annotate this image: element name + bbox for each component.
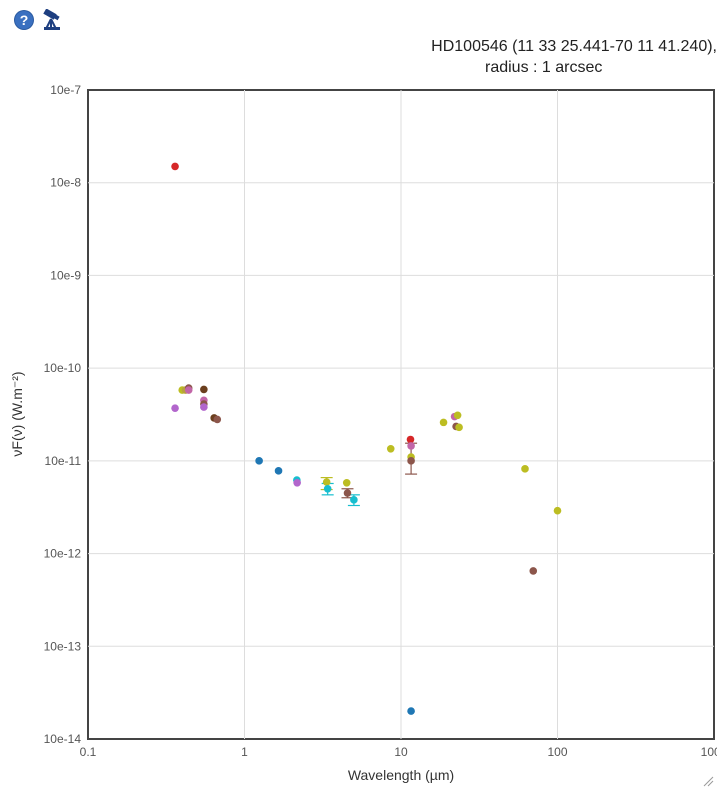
data-point[interactable] bbox=[274, 467, 283, 475]
x-tick-label: 100 bbox=[547, 745, 567, 759]
data-point[interactable] bbox=[184, 386, 193, 394]
data-point[interactable] bbox=[407, 442, 415, 450]
y-tick-label: 10e-8 bbox=[50, 176, 81, 190]
data-points bbox=[171, 162, 562, 715]
data-point[interactable] bbox=[521, 465, 529, 473]
x-axis-label: Wavelength (µm) bbox=[348, 767, 454, 783]
y-tick-label: 10e-10 bbox=[44, 361, 82, 375]
data-point[interactable] bbox=[455, 423, 463, 432]
svg-text:?: ? bbox=[20, 12, 29, 28]
data-point[interactable] bbox=[343, 489, 352, 497]
data-point[interactable] bbox=[529, 567, 538, 575]
data-point[interactable] bbox=[323, 484, 332, 493]
data-point[interactable] bbox=[342, 478, 351, 487]
data-point[interactable] bbox=[293, 478, 301, 487]
x-tick-label: 0.1 bbox=[80, 745, 97, 759]
help-icon[interactable]: ? bbox=[12, 8, 36, 32]
data-point[interactable] bbox=[200, 385, 208, 394]
data-point[interactable] bbox=[213, 415, 222, 424]
data-point[interactable] bbox=[439, 418, 448, 427]
y-tick-label: 10e-9 bbox=[50, 268, 81, 282]
data-point[interactable] bbox=[350, 496, 358, 504]
data-point[interactable] bbox=[407, 707, 415, 715]
y-axis: 10e-14 10e-13 10e-12 10e-11 10e-10 10e-9 10e-8… bbox=[44, 83, 82, 746]
data-point[interactable] bbox=[453, 411, 462, 420]
data-point[interactable] bbox=[386, 444, 395, 453]
x-tick-label: 10 bbox=[394, 745, 408, 759]
toolbar: ? bbox=[12, 8, 64, 32]
data-point[interactable] bbox=[200, 403, 208, 411]
data-point[interactable] bbox=[553, 506, 562, 515]
data-point[interactable] bbox=[406, 435, 415, 444]
data-point[interactable] bbox=[171, 162, 179, 171]
data-point[interactable] bbox=[407, 457, 415, 465]
x-axis: 0.1 1 10 100 1000 bbox=[80, 745, 717, 759]
y-tick-label: 10e-13 bbox=[44, 639, 82, 653]
data-point[interactable] bbox=[255, 457, 263, 465]
y-tick-label: 10e-7 bbox=[50, 83, 81, 97]
telescope-icon[interactable] bbox=[40, 8, 64, 32]
y-axis-label: νF(ν) (W.m⁻²) bbox=[9, 371, 25, 456]
data-point[interactable] bbox=[322, 478, 331, 486]
x-tick-label: 1 bbox=[241, 745, 248, 759]
data-point[interactable] bbox=[171, 404, 179, 412]
grid bbox=[88, 90, 714, 739]
x-tick-label: 1000 bbox=[701, 745, 717, 759]
y-tick-label: 10e-14 bbox=[44, 732, 82, 746]
y-tick-label: 10e-12 bbox=[44, 547, 82, 561]
chart-title: HD100546 (11 33 25.441-70 11 41.240), bbox=[431, 38, 717, 55]
resize-handle-icon[interactable] bbox=[703, 776, 714, 787]
chart-subtitle: radius : 1 arcsec bbox=[485, 59, 603, 76]
y-tick-label: 10e-11 bbox=[45, 454, 82, 468]
